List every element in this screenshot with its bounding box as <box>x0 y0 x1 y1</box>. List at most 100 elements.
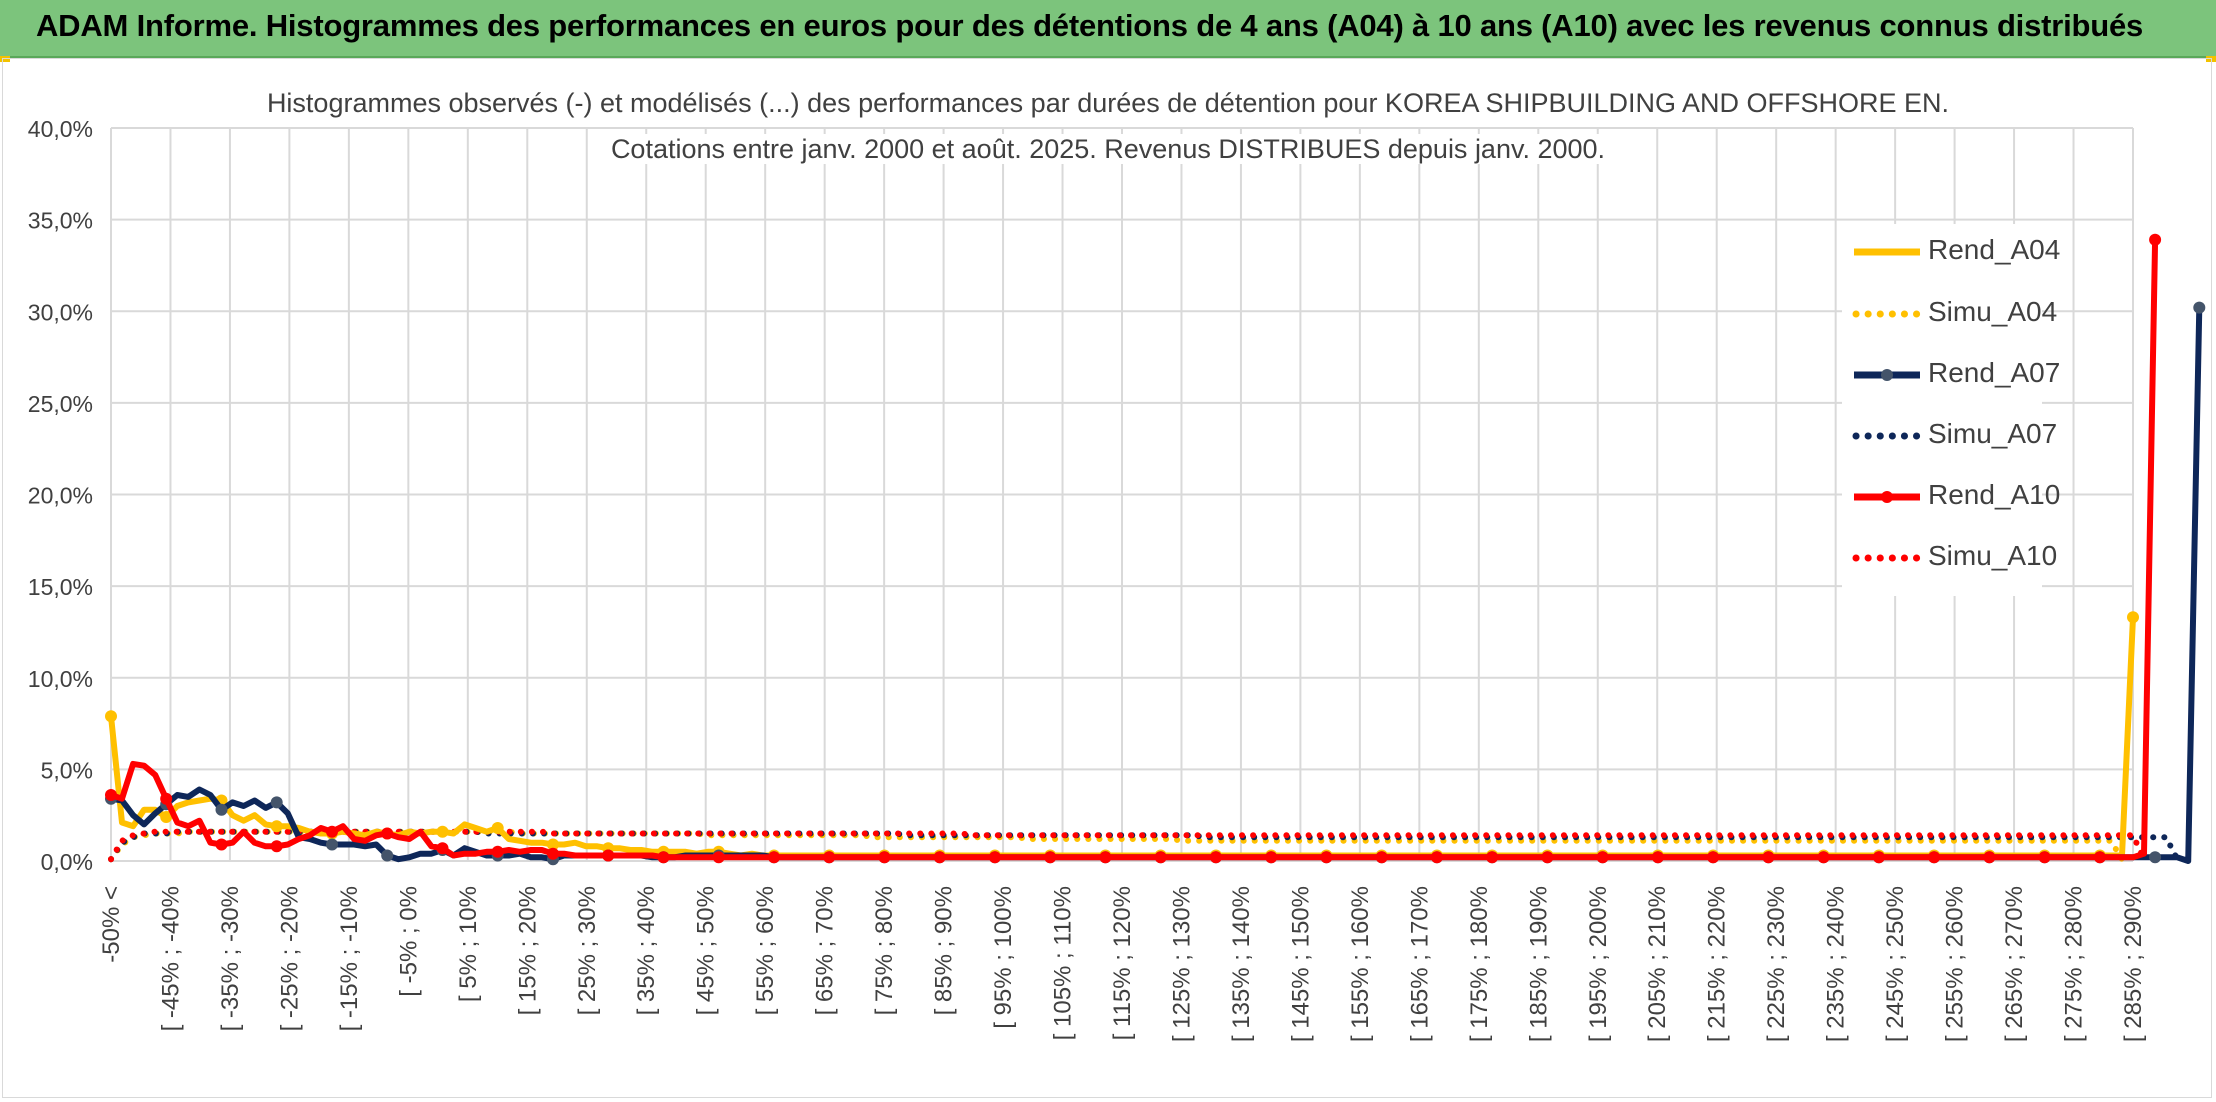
x-tick-label: [ 45% ; 50% <box>693 886 720 1015</box>
data-point-rend-a04 <box>436 825 449 838</box>
x-tick-label: [ 65% ; 70% <box>812 886 839 1015</box>
data-point-rend-a07 <box>2193 301 2206 314</box>
chart-area <box>2 58 2212 1098</box>
x-tick-label: [ 255% ; 260% <box>1942 886 1969 1042</box>
report-title: ADAM Informe. Histogrammes des performan… <box>36 8 2144 43</box>
legend-item-rend-a07: Rend_A07 <box>1850 355 2060 395</box>
chart-title: Histogrammes observés (-) et modélisés (… <box>260 88 1956 118</box>
data-point-rend-a04 <box>2127 611 2139 624</box>
legend-label: Rend_A10 <box>1928 479 2061 510</box>
legend-label: Simu_A04 <box>1928 296 2058 327</box>
data-point-rend-a07 <box>270 796 283 809</box>
x-tick-label: [ 195% ; 200% <box>1585 886 1612 1042</box>
x-tick-label: [ 105% ; 110% <box>1050 886 1077 1040</box>
x-tick-label: [ 55% ; 60% <box>752 886 779 1015</box>
data-point-rend-a10 <box>1486 851 1499 864</box>
data-point-rend-a07 <box>2149 851 2162 864</box>
series-lines <box>105 233 2206 866</box>
legend-label: Rend_A07 <box>1928 357 2061 388</box>
grid-lines <box>110 127 2134 862</box>
data-point-rend-a10 <box>326 825 338 838</box>
legend-item-simu-a07: Simu_A07 <box>1850 416 2057 456</box>
data-point-rend-a10 <box>491 845 504 858</box>
y-tick-label: 15,0% <box>28 574 93 600</box>
data-point-rend-a10 <box>2038 851 2051 864</box>
data-point-rend-a10 <box>1541 851 1554 864</box>
data-point-rend-a10 <box>1596 851 1609 864</box>
data-point-rend-a10 <box>1375 851 1388 864</box>
data-point-rend-a04 <box>105 710 117 723</box>
x-tick-label: [ -15% ; -10% <box>336 886 363 1031</box>
legend-item-simu-a10: Simu_A10 <box>1850 538 2057 578</box>
y-tick-label: 35,0% <box>28 208 93 234</box>
y-tick-label: 5,0% <box>41 757 93 783</box>
data-point-rend-a10 <box>547 847 559 860</box>
data-point-rend-a10 <box>878 851 891 864</box>
data-point-rend-a04 <box>270 820 283 833</box>
data-point-rend-a10 <box>1209 851 1222 864</box>
data-point-rend-a04 <box>160 811 173 823</box>
x-tick-label: [ -35% ; -30% <box>217 886 244 1031</box>
x-tick-label: [ 85% ; 90% <box>931 886 958 1015</box>
data-point-rend-a10 <box>2149 233 2162 246</box>
x-tick-label: [ 95% ; 100% <box>990 886 1017 1029</box>
x-tick-label: [ 35% ; 40% <box>633 886 660 1015</box>
data-point-rend-a10 <box>436 842 449 855</box>
legend-item-rend-a10: Rend_A10 <box>1850 477 2060 517</box>
chart-legend: Rend_A04 Simu_A04 Rend_A07 Simu_A07 Rend… <box>1842 224 2060 596</box>
x-tick-label: [ 145% ; 150% <box>1287 886 1314 1042</box>
report-banner: ADAM Informe. Histogrammes des performan… <box>0 0 2216 58</box>
data-point-rend-a10 <box>1762 851 1775 864</box>
x-tick-label: [ 265% ; 270% <box>2001 886 2028 1042</box>
data-point-rend-a10 <box>712 851 725 864</box>
series-line-simu-a10 <box>108 828 2147 863</box>
chart-subtitle: Cotations entre janv. 2000 et août. 2025… <box>604 134 1612 164</box>
x-tick-label: [ -5% ; 0% <box>395 886 422 997</box>
data-point-rend-a10 <box>1651 851 1664 864</box>
x-tick-label: [ 5% ; 10% <box>455 886 482 1002</box>
data-point-rend-a07 <box>381 849 394 862</box>
corner-mark-left <box>0 56 10 62</box>
series-line-rend-a10 <box>108 236 2159 861</box>
data-point-rend-a10 <box>1044 851 1057 864</box>
data-point-rend-a04 <box>547 838 559 851</box>
x-tick-label: [ 115% ; 120% <box>1109 886 1136 1040</box>
data-point-rend-a10 <box>1430 851 1443 864</box>
x-tick-label: -50% < <box>98 886 125 963</box>
y-tick-label: 10,0% <box>28 666 93 692</box>
data-point-rend-a07 <box>326 838 338 851</box>
y-tick-label: 40,0% <box>28 116 93 142</box>
data-point-rend-a10 <box>1154 851 1167 864</box>
data-point-rend-a10 <box>657 851 670 864</box>
data-point-rend-a07 <box>215 803 228 816</box>
legend-label: Simu_A07 <box>1928 418 2058 449</box>
x-tick-label: [ 25% ; 30% <box>574 886 601 1015</box>
chart-subtitle-line: Cotations entre janv. 2000 et août. 2025… <box>0 134 2216 165</box>
x-tick-label: [ 225% ; 230% <box>1763 886 1790 1042</box>
data-point-rend-a10 <box>1983 851 1996 864</box>
x-tick-label: [ 275% ; 280% <box>2061 886 2088 1042</box>
x-tick-label: [ 245% ; 250% <box>1882 886 1909 1042</box>
x-tick-label: [ 185% ; 190% <box>1525 886 1552 1042</box>
data-point-rend-a10 <box>2093 851 2106 864</box>
data-point-rend-a10 <box>381 827 394 840</box>
data-point-rend-a10 <box>105 789 117 801</box>
data-point-rend-a10 <box>933 851 946 864</box>
legend-marker-rend-a10 <box>1881 491 1893 503</box>
y-tick-label: 30,0% <box>28 299 93 325</box>
legend-marker-rend-a07 <box>1881 369 1893 381</box>
x-axis-ticks: -50% < [ -45% ; -40% [ -35% ; -30% [ -25% ;… <box>98 886 2147 1042</box>
x-tick-label: [ -25% ; -20% <box>276 886 303 1031</box>
legend-item-rend-a04: Rend_A04 <box>1850 232 2060 272</box>
x-tick-label: [ 155% ; 160% <box>1347 886 1374 1042</box>
data-point-rend-a10 <box>768 851 780 864</box>
data-point-rend-a10 <box>602 849 615 862</box>
x-tick-label: [ 165% ; 170% <box>1406 886 1433 1042</box>
data-point-rend-a10 <box>1928 851 1941 864</box>
data-point-rend-a10 <box>215 838 228 851</box>
data-point-rend-a10 <box>1817 851 1830 864</box>
x-tick-label: [ 235% ; 240% <box>1823 886 1850 1042</box>
legend-label: Simu_A10 <box>1928 540 2058 571</box>
x-tick-label: [ 175% ; 180% <box>1466 886 1493 1042</box>
